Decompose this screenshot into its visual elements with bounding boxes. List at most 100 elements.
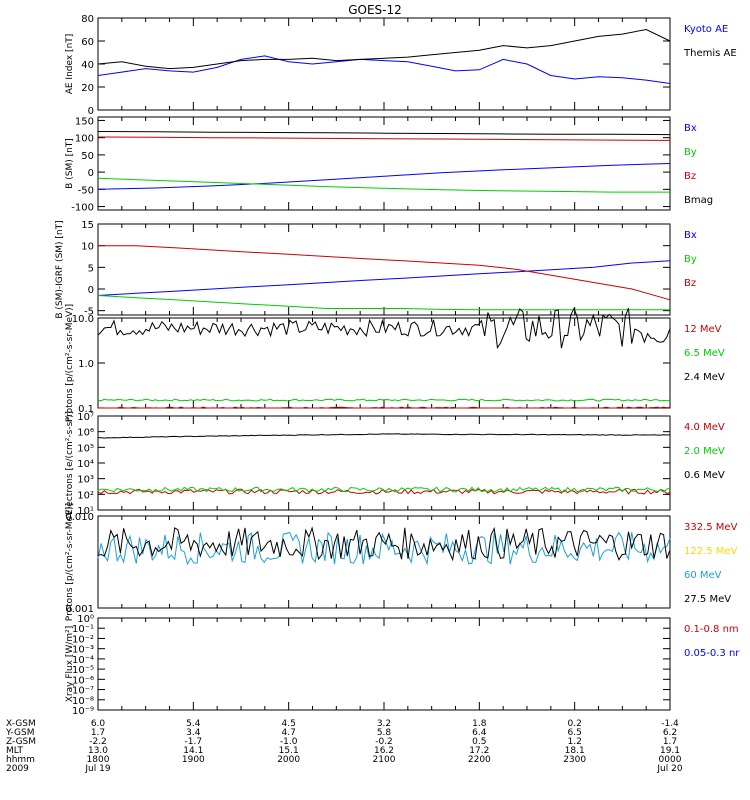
y-tick-label: 10⁻⁵ [72, 665, 94, 676]
axis-row-value: -1.4 [661, 719, 679, 729]
axis-row-value: Jul 19 [84, 764, 110, 774]
panel-frame [97, 223, 671, 316]
y-tick-label: 0 [88, 285, 94, 296]
axis-row-value: -1.7 [185, 737, 203, 747]
series-line-27-5-mev [97, 526, 671, 562]
y-axis-label: B (SM)-IGRF (SM) [nT] [55, 220, 65, 318]
axis-row-value: 1.2 [568, 737, 582, 747]
panel-frame [97, 515, 671, 609]
axis-row-value: 16.2 [374, 746, 394, 756]
legend-0-1-0-8-nm: 0.1-0.8 nm [684, 624, 739, 635]
panel-7: 10⁻⁹10⁻⁸10⁻⁷10⁻⁶10⁻⁵10⁻⁴10⁻³10⁻²10⁻¹10⁰X… [65, 614, 740, 717]
axis-row-label: X-GSM [6, 719, 36, 729]
y-tick-label: 10.0 [72, 314, 94, 325]
axis-row-label: 2009 [6, 764, 29, 774]
panel-2: -100 -50 0 50 100 150 B (SM) [nT] Bx By Bz Bmag [65, 116, 713, 213]
panel-frame [97, 17, 671, 111]
axis-row-value: 2300 [563, 755, 586, 765]
y-axis-label: Protons [p/(cm²-s-sr-MeV)] [65, 503, 75, 621]
y-tick-label: 10⁴ [77, 459, 94, 470]
y-tick-label: 10⁰ [77, 614, 94, 625]
axis-row-value: 5.8 [377, 728, 392, 738]
series-line-bx [97, 163, 671, 190]
series-line-themis-ae [97, 28, 671, 70]
legend-bz: Bz [684, 171, 696, 182]
y-tick-label: 0.001 [65, 604, 94, 615]
legend-bmag: Bmag [684, 195, 713, 206]
axis-row-value: 6.0 [91, 719, 106, 729]
y-tick-label: 10⁻⁴ [72, 655, 94, 666]
y-tick-label: -5 [84, 307, 94, 318]
axis-row-value: 1.8 [472, 719, 487, 729]
series-line-by [97, 177, 670, 193]
series-line-kyoto-ae [97, 55, 671, 84]
axis-row-value: 0.2 [568, 719, 582, 729]
y-tick-label: -100 [71, 203, 94, 214]
axis-row-value: -0.2 [375, 737, 393, 747]
y-tick-label: 40 [81, 60, 94, 71]
axis-row-value: 5.4 [186, 719, 201, 729]
y-tick-label: 10⁻⁶ [72, 675, 94, 686]
axis-row-value: Jul 20 [656, 764, 682, 774]
axis-row-value: 0000 [659, 755, 682, 765]
axis-row-value: -1.0 [280, 737, 298, 747]
y-tick-label: 150 [75, 116, 94, 127]
series-line-2-4-mev [97, 307, 671, 349]
legend-kyoto-ae: Kyoto AE [684, 24, 728, 35]
legend-by: By [684, 147, 697, 158]
y-tick-label: 0.010 [65, 512, 94, 523]
panel-frame [97, 415, 671, 511]
axis-row-label: Y-GSM [5, 728, 34, 738]
axis-row-value: 6.2 [663, 728, 677, 738]
y-tick-label: 10² [77, 490, 94, 501]
axis-row-value: 2000 [277, 755, 300, 765]
series-line-12-mev [97, 406, 671, 409]
axis-row-label: hhmm [6, 755, 35, 765]
legend-332-5-mev: 332.5 MeV [684, 522, 738, 533]
y-tick-label: 60 [81, 37, 94, 48]
axis-row-value: 4.7 [282, 728, 296, 738]
y-tick-label: 20 [81, 83, 94, 94]
y-tick-label: 0 [88, 168, 94, 179]
axis-row-value: 6.4 [472, 728, 487, 738]
panel-frame [97, 617, 671, 711]
y-tick-label: 10⁻⁸ [72, 696, 94, 707]
legend-60-mev: 60 MeV [684, 570, 722, 581]
legend-0-6-mev: 0.6 MeV [684, 470, 725, 481]
legend-bx: Bx [684, 123, 697, 134]
axis-row-value: 19.1 [660, 746, 680, 756]
series-line-bz [97, 136, 671, 141]
series-line-2-0-mev [97, 486, 671, 493]
legend-2-4-mev: 2.4 MeV [684, 372, 725, 383]
axis-row-value: 3.4 [186, 728, 201, 738]
axis-row-value: 1.7 [91, 728, 105, 738]
legend-0-05-0-3-nr: 0.05-0.3 nr [684, 648, 740, 659]
y-tick-label: 10⁵ [77, 443, 94, 454]
legend-122-5-mev: 122.5 MeV [684, 546, 738, 557]
y-tick-label: 10 [81, 242, 94, 253]
y-tick-label: 10¹ [77, 506, 94, 517]
axis-row-value: 2200 [468, 755, 491, 765]
axis-row-label: MLT [6, 746, 24, 756]
y-tick-label: 10⁻² [72, 634, 94, 645]
axis-row-value: 14.1 [183, 746, 203, 756]
axis-row-value: 1800 [87, 755, 110, 765]
legend-themis-ae: Themis AE [683, 48, 737, 59]
panel-frame [97, 116, 671, 211]
axis-row-value: 1.7 [663, 737, 677, 747]
y-tick-label: 50 [81, 151, 94, 162]
axis-row-value: -2.2 [89, 737, 107, 747]
y-axis-label: AE Index [nT] [65, 34, 75, 95]
legend-2-0-mev: 2.0 MeV [684, 446, 725, 457]
y-tick-label: 10⁻³ [72, 645, 94, 656]
series-line-0-6-mev [97, 433, 671, 439]
legend-by: By [684, 254, 697, 265]
axis-row-value: 15.1 [279, 746, 299, 756]
y-tick-label: 10³ [77, 475, 94, 486]
y-tick-label: 1.0 [78, 359, 94, 370]
axis-row-value: 2100 [373, 755, 396, 765]
series-line-bmag [97, 131, 671, 136]
